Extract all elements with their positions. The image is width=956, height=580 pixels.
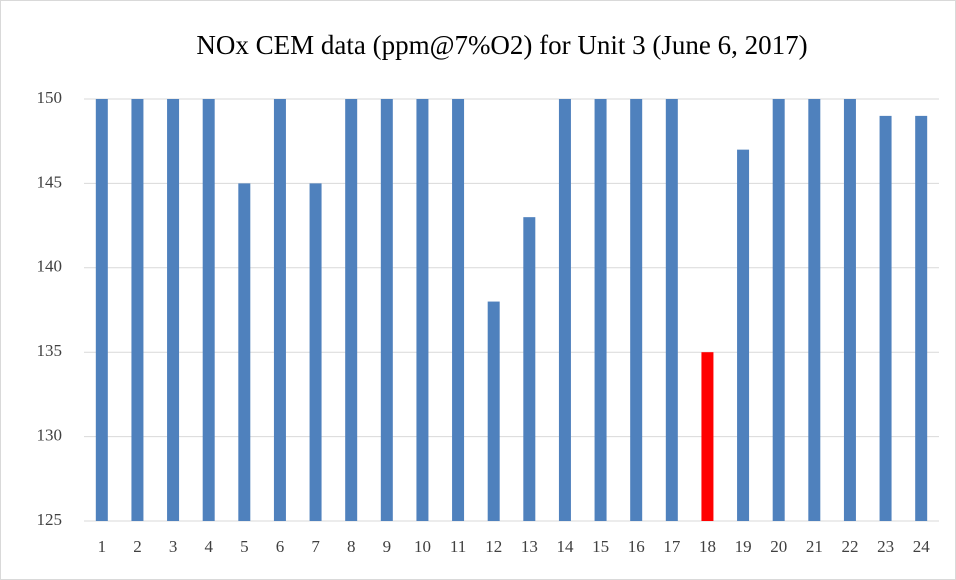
bar: [452, 99, 465, 521]
bar: [309, 183, 322, 521]
bar: [523, 217, 536, 521]
bar: [380, 99, 393, 521]
bar: [131, 99, 144, 521]
x-tick-label: 19: [735, 537, 752, 556]
x-tick-label: 24: [913, 537, 931, 556]
bar: [737, 149, 750, 521]
y-tick-label: 135: [37, 341, 63, 360]
x-tick-label: 20: [770, 537, 787, 556]
x-tick-label: 11: [450, 537, 466, 556]
x-tick-label: 15: [592, 537, 609, 556]
y-tick-label: 150: [37, 88, 63, 107]
x-tick-label: 9: [383, 537, 392, 556]
x-tick-label: 10: [414, 537, 431, 556]
bar: [238, 183, 251, 521]
x-tick-label: 7: [311, 537, 320, 556]
x-tick-label: 18: [699, 537, 716, 556]
x-tick-label: 22: [841, 537, 858, 556]
x-tick-label: 6: [276, 537, 285, 556]
x-tick-label: 14: [556, 537, 574, 556]
y-tick-label: 145: [37, 172, 63, 191]
y-tick-label: 125: [37, 510, 63, 529]
bar: [879, 115, 892, 521]
x-tick-label: 3: [169, 537, 178, 556]
bar: [202, 99, 215, 521]
bar: [772, 99, 785, 521]
x-tick-label: 12: [485, 537, 502, 556]
bar: [273, 99, 286, 521]
bar: [665, 99, 678, 521]
x-tick-label: 8: [347, 537, 356, 556]
bar: [558, 99, 571, 521]
x-tick-label: 21: [806, 537, 823, 556]
x-tick-label: 4: [204, 537, 213, 556]
x-tick-label: 5: [240, 537, 249, 556]
bar: [95, 99, 108, 521]
bar: [167, 99, 180, 521]
x-tick-label: 13: [521, 537, 538, 556]
bar: [345, 99, 358, 521]
y-tick-label: 140: [37, 257, 63, 276]
bar: [843, 99, 856, 521]
x-tick-label: 2: [133, 537, 142, 556]
bar: [487, 301, 500, 521]
x-tick-label: 17: [663, 537, 681, 556]
bar: [594, 99, 607, 521]
y-tick-label: 130: [37, 426, 63, 445]
bar: [416, 99, 429, 521]
x-tick-label: 23: [877, 537, 894, 556]
bar: [630, 99, 643, 521]
bar: [701, 352, 714, 521]
bar: [808, 99, 821, 521]
chart-title: NOx CEM data (ppm@7%O2) for Unit 3 (June…: [196, 30, 807, 60]
bar: [915, 115, 928, 521]
x-tick-label: 1: [98, 537, 107, 556]
x-tick-label: 16: [628, 537, 645, 556]
